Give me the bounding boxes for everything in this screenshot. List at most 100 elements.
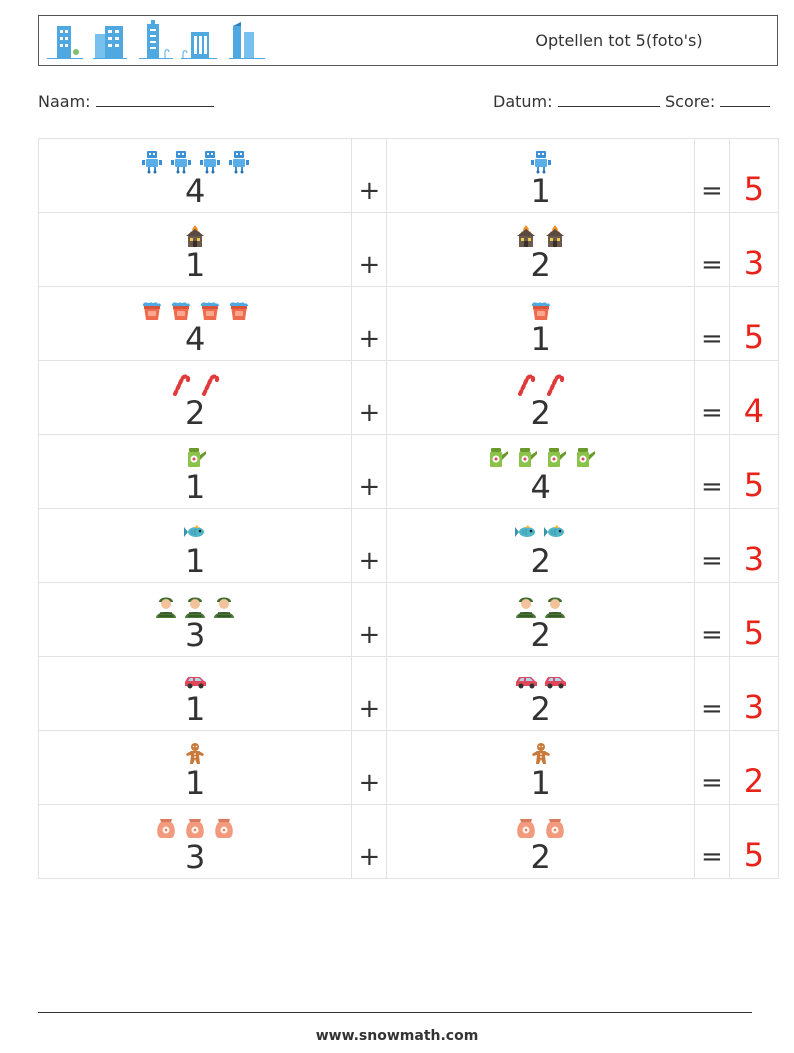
right-operand-cell: 2 — [386, 508, 695, 583]
sack-icon — [154, 816, 178, 840]
soldier-icon — [514, 594, 538, 618]
car-icon — [514, 668, 538, 692]
bucket-icon — [529, 298, 553, 322]
left-operand-number: 1 — [185, 245, 206, 284]
left-operand-cell: 3 — [37, 582, 353, 657]
fish-icon — [543, 520, 567, 544]
left-operand-number: 4 — [185, 319, 206, 358]
plus-sign-cell: + — [351, 730, 388, 805]
right-picture-group — [387, 292, 693, 322]
watering-can-icon — [485, 446, 509, 470]
answer: 5 — [743, 466, 765, 504]
answer: 5 — [743, 318, 765, 356]
equals-sign-cell: = — [693, 730, 730, 805]
date-blank[interactable] — [557, 92, 660, 107]
table-row: 4 +1 = 5 — [37, 138, 780, 213]
answer: 5 — [743, 170, 765, 208]
right-picture-group — [387, 440, 693, 470]
equals-sign-cell: = — [693, 508, 730, 583]
answer-cell[interactable]: 5 — [728, 138, 780, 213]
burning-house-icon — [543, 224, 567, 248]
answer-cell[interactable]: 5 — [728, 582, 780, 657]
sack-icon — [183, 816, 207, 840]
answer-cell[interactable]: 5 — [728, 804, 780, 879]
right-operand-cell: 2 — [386, 656, 695, 731]
soldier-icon — [543, 594, 567, 618]
plus-sign: + — [358, 398, 381, 428]
equals-sign-cell: = — [693, 286, 730, 361]
score-blank[interactable] — [720, 92, 771, 107]
table-row: 2 +2 = 4 — [37, 360, 780, 435]
watering-can-icon — [572, 446, 596, 470]
soldier-icon — [183, 594, 207, 618]
right-operand-number: 2 — [530, 837, 551, 876]
answer: 4 — [743, 392, 765, 430]
equals-sign: = — [701, 250, 723, 280]
left-operand-cell: 1 — [37, 434, 353, 509]
left-picture-group — [39, 440, 351, 470]
watering-can-icon — [543, 446, 567, 470]
left-operand-cell: 1 — [37, 656, 353, 731]
plus-sign: + — [358, 694, 381, 724]
plus-sign: + — [358, 472, 381, 502]
right-operand-cell: 2 — [386, 804, 695, 879]
plus-sign-cell: + — [351, 212, 388, 287]
left-picture-group — [39, 736, 351, 766]
answer-cell[interactable]: 2 — [728, 730, 780, 805]
left-picture-group — [39, 588, 351, 618]
building-icon-4 — [181, 32, 217, 59]
answer-cell[interactable]: 4 — [728, 360, 780, 435]
left-operand-number: 3 — [185, 615, 206, 654]
car-icon — [543, 668, 567, 692]
table-row: 3 +2 = 5 — [37, 804, 780, 879]
right-operand-number: 2 — [530, 689, 551, 728]
right-operand-cell: 2 — [386, 582, 695, 657]
right-picture-group — [387, 366, 693, 396]
building-icon-5 — [229, 22, 265, 59]
car-icon — [183, 668, 207, 692]
plus-sign-cell: + — [351, 508, 388, 583]
answer-cell[interactable]: 5 — [728, 286, 780, 361]
answer: 3 — [743, 688, 765, 726]
footer-divider — [38, 1012, 752, 1013]
right-picture-group — [387, 514, 693, 544]
answer-cell[interactable]: 5 — [728, 434, 780, 509]
sack-icon — [212, 816, 236, 840]
answer-cell[interactable]: 3 — [728, 508, 780, 583]
left-operand-number: 4 — [185, 171, 206, 210]
name-blank[interactable] — [95, 92, 214, 107]
left-picture-group — [39, 662, 351, 692]
equals-sign-cell: = — [693, 434, 730, 509]
plus-sign: + — [358, 324, 381, 354]
score-field[interactable]: Score: — [665, 92, 771, 111]
date-field[interactable]: Datum: — [493, 92, 660, 111]
right-operand-cell: 1 — [386, 286, 695, 361]
right-operand-number: 1 — [530, 171, 551, 210]
left-operand-cell: 4 — [37, 138, 353, 213]
answer: 5 — [743, 614, 765, 652]
worksheet-header: Optellen tot 5(foto's) — [38, 15, 778, 66]
soldier-icon — [212, 594, 236, 618]
name-label: Naam: — [38, 92, 91, 111]
left-picture-group — [39, 218, 351, 248]
bucket-icon — [198, 298, 222, 322]
right-operand-number: 1 — [530, 763, 551, 802]
candy-cane-icon — [169, 372, 193, 396]
sack-icon — [514, 816, 538, 840]
plus-sign: + — [358, 176, 381, 206]
right-operand-number: 2 — [530, 541, 551, 580]
addition-table-body: 4 +1 = 5 1 +2 = 3 4 +1 = 5 2 +2 = 4 1 +4 = 5 1 +2 = 3 3 +2 = 5 1 +2 = 3… — [37, 138, 780, 879]
plus-sign: + — [358, 250, 381, 280]
right-picture-group — [387, 588, 693, 618]
answer-cell[interactable]: 3 — [728, 212, 780, 287]
left-operand-number: 1 — [185, 763, 206, 802]
name-field[interactable]: Naam: — [38, 92, 214, 111]
right-operand-number: 1 — [530, 319, 551, 358]
robot-icon — [169, 150, 193, 174]
footer-url: www.snowmath.com — [315, 1028, 479, 1044]
equals-sign: = — [701, 398, 723, 428]
date-label: Datum: — [493, 92, 553, 111]
equals-sign: = — [701, 694, 723, 724]
answer-cell[interactable]: 3 — [728, 656, 780, 731]
right-operand-number: 2 — [530, 393, 551, 432]
